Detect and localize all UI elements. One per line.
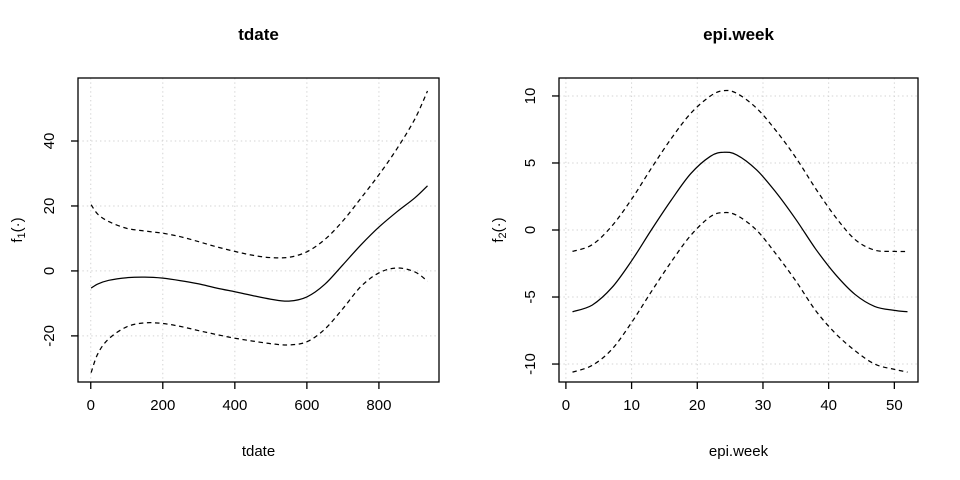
plot-box (77, 77, 440, 383)
x-tick-label: 600 (294, 397, 319, 414)
x-tick-label: 50 (886, 397, 903, 414)
x-axis-title: tdate (242, 443, 275, 460)
curve-fit (90, 185, 428, 302)
x-tick-label: 30 (755, 397, 772, 414)
plot-title: epi.week (703, 25, 774, 44)
y-axis-title: f1(·) (9, 217, 28, 242)
plot-area: 0 200 400 600 800 -20 0 20 40 (41, 77, 440, 414)
x-tick-label: 800 (366, 397, 391, 414)
y-tick-label: 5 (522, 159, 539, 167)
plot-epi-week: 0 10 20 30 40 50 -10 -5 0 5 10 epi.week epi.week f… (490, 25, 919, 460)
curve-lower-ci (572, 211, 908, 373)
y-tick-label: 10 (522, 88, 539, 105)
x-tick-label: 0 (562, 397, 570, 414)
x-tick-label: 200 (150, 397, 175, 414)
x-tick-label: 10 (623, 397, 640, 414)
y-tick-label: 20 (41, 198, 58, 215)
plot-title: tdate (238, 25, 279, 44)
y-axis-title: f2(·) (490, 217, 509, 242)
y-tick-label: 0 (522, 226, 539, 234)
y-tick-label: -5 (522, 290, 539, 303)
curve-fit (572, 151, 908, 313)
y-tick-label: -10 (522, 353, 539, 375)
x-tick-label: 400 (222, 397, 247, 414)
x-axis-title: epi.week (709, 443, 769, 460)
curve-upper-ci (572, 89, 908, 253)
x-tick-label: 0 (87, 397, 95, 414)
y-tick-label: 40 (41, 133, 58, 150)
curve-lower-ci (90, 267, 428, 373)
x-tick-label: 20 (689, 397, 706, 414)
y-tick-label: -20 (41, 325, 58, 347)
curve-upper-ci (90, 90, 429, 259)
plot-area: 0 10 20 30 40 50 -10 -5 0 5 10 (522, 77, 919, 414)
plot-tdate: 0 200 400 600 800 -20 0 20 40 tdate tdate f1(·) (9, 25, 440, 460)
x-tick-label: 40 (820, 397, 837, 414)
y-tick-label: 0 (41, 267, 58, 275)
